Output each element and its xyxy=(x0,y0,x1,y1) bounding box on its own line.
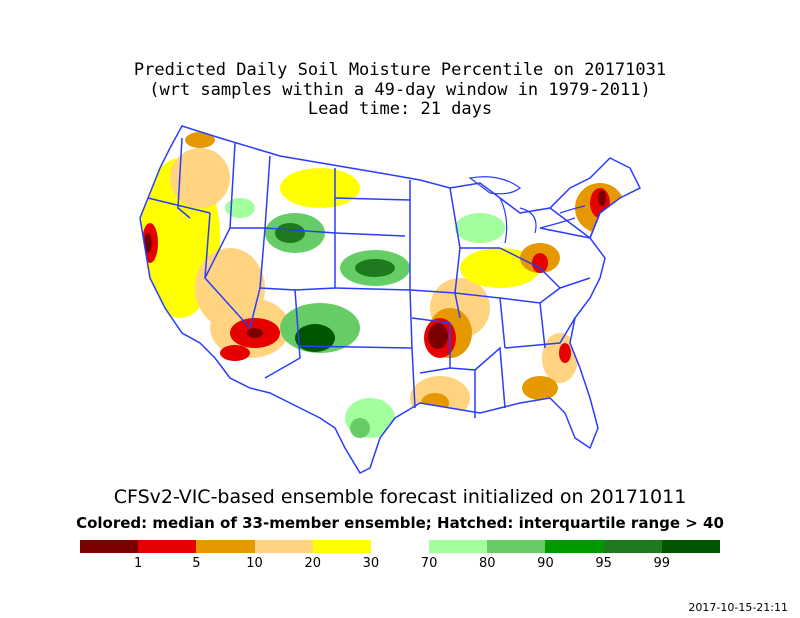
us-soil-moisture-map xyxy=(139,125,642,474)
legend-tick-label: 80 xyxy=(478,556,496,571)
forecast-subtitle: CFSv2-VIC-based ensemble forecast initia… xyxy=(113,486,687,508)
legend-swatch xyxy=(138,540,197,553)
timestamp: 2017-10-15-21:11 xyxy=(688,601,788,614)
legend-description: Colored: median of 33-member ensemble; H… xyxy=(76,514,724,532)
map-title-line-2: (wrt samples within a 49-day window in 1… xyxy=(149,80,651,100)
legend-tick-label: 95 xyxy=(595,556,612,571)
legend-swatch xyxy=(661,540,721,553)
legend-tick-label: 10 xyxy=(246,556,263,571)
color-legend: 1 5 10 20 30 70 80 90 95 99 xyxy=(80,540,721,580)
legend-tick-label: 1 xyxy=(134,556,143,571)
state-borders xyxy=(139,125,642,474)
legend-swatch xyxy=(603,540,663,553)
legend-tick-label: 90 xyxy=(537,556,554,571)
legend-swatch xyxy=(429,540,488,553)
legend-swatch xyxy=(312,540,372,553)
legend-swatch xyxy=(545,540,605,553)
legend-tick-label: 5 xyxy=(192,556,201,571)
great-lakes xyxy=(468,176,586,244)
map-title-line-3: Lead time: 21 days xyxy=(307,99,493,119)
legend-tick-label: 20 xyxy=(304,556,321,571)
legend-swatch xyxy=(80,540,139,553)
legend-swatch xyxy=(196,540,256,553)
legend-tick-label: 99 xyxy=(653,556,671,571)
legend-swatch xyxy=(487,540,546,553)
legend-swatch xyxy=(370,540,430,553)
legend-tick-label: 70 xyxy=(420,556,438,571)
legend-swatch xyxy=(254,540,314,553)
map-title-line-1: Predicted Daily Soil Moisture Percentile… xyxy=(133,60,667,80)
legend-tick-label: 30 xyxy=(362,556,380,571)
